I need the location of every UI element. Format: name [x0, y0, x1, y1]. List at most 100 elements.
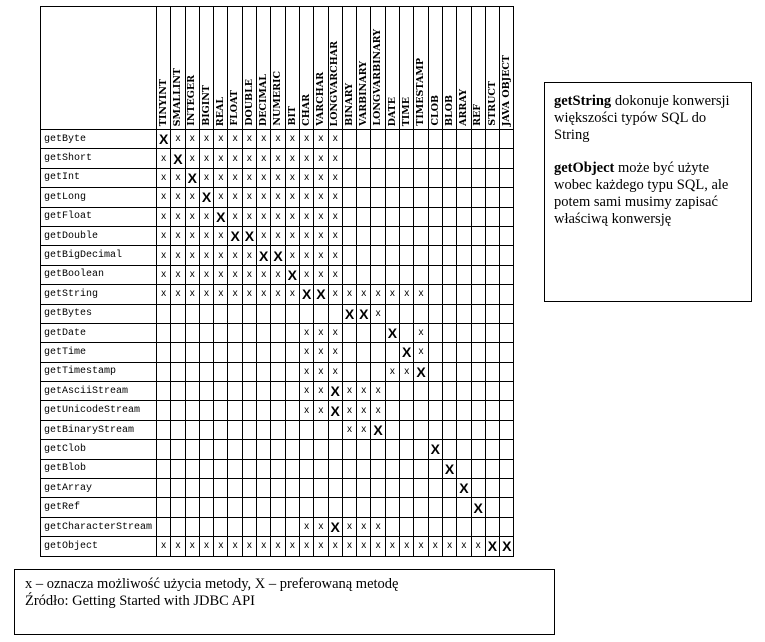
supported-mark-cell: x: [313, 187, 329, 208]
supported-mark-cell: x: [413, 536, 429, 557]
empty-cell: [470, 148, 486, 169]
legend-box: x – oznacza możliwość użycia metody, X –…: [14, 569, 555, 635]
empty-cell: [370, 225, 386, 247]
source-line: Źródło: Getting Started with JDBC API: [25, 593, 255, 609]
empty-cell: [413, 439, 429, 460]
empty-cell: [427, 497, 443, 518]
sql-type-header: INTEGER: [184, 6, 200, 130]
empty-cell: [356, 148, 372, 169]
empty-cell: [170, 458, 186, 480]
empty-cell: [356, 497, 372, 518]
supported-mark-cell: x: [327, 245, 343, 266]
empty-cell: [170, 361, 186, 383]
supported-mark-cell: x: [198, 167, 215, 189]
method-name-cell: getTime: [40, 342, 157, 363]
supported-mark-cell: x: [298, 245, 315, 266]
supported-mark-cell: x: [213, 225, 229, 247]
sql-type-header: LONGVARCHAR: [327, 6, 343, 130]
empty-cell: [198, 322, 215, 344]
method-name-cell: getTimestamp: [40, 361, 157, 383]
empty-cell: [441, 303, 458, 324]
method-name-cell: getInt: [40, 167, 157, 189]
empty-cell: [384, 245, 401, 266]
empty-cell: [184, 381, 200, 402]
empty-cell: [499, 400, 515, 421]
empty-cell: [184, 303, 200, 324]
supported-mark-cell: x: [327, 361, 343, 383]
empty-cell: [184, 497, 200, 518]
info-paragraph-getobject: getObject może być użyte wobec każdego t…: [554, 160, 743, 228]
empty-cell: [484, 284, 501, 305]
sql-type-header: LONGVARBINARY: [370, 6, 386, 130]
empty-cell: [470, 128, 486, 150]
supported-mark-cell: x: [456, 536, 472, 557]
preferred-mark-cell: X: [413, 361, 429, 383]
empty-cell: [170, 478, 186, 499]
supported-mark-cell: x: [284, 225, 300, 247]
table-corner-cell: [40, 6, 157, 130]
empty-cell: [499, 206, 515, 227]
sql-type-label: VARCHAR: [315, 72, 327, 126]
method-name-cell: getBoolean: [40, 264, 157, 286]
empty-cell: [456, 225, 472, 247]
sql-type-label: TIMESTAMP: [415, 58, 427, 126]
supported-mark-cell: x: [213, 245, 229, 266]
supported-mark-cell: x: [384, 536, 401, 557]
empty-cell: [341, 264, 358, 286]
empty-cell: [384, 128, 401, 150]
supported-mark-cell: x: [441, 536, 458, 557]
empty-cell: [499, 225, 515, 247]
sql-type-header: VARBINARY: [356, 6, 372, 130]
empty-cell: [413, 497, 429, 518]
empty-cell: [256, 303, 272, 324]
empty-cell: [284, 458, 300, 480]
empty-cell: [356, 245, 372, 266]
supported-mark-cell: x: [298, 381, 315, 402]
supported-mark-cell: x: [241, 284, 258, 305]
supported-mark-cell: x: [327, 284, 343, 305]
empty-cell: [313, 478, 329, 499]
empty-cell: [298, 303, 315, 324]
empty-cell: [384, 400, 401, 421]
empty-cell: [499, 167, 515, 189]
empty-cell: [356, 478, 372, 499]
supported-mark-cell: x: [384, 361, 401, 383]
empty-cell: [470, 458, 486, 480]
empty-cell: [213, 419, 229, 441]
empty-cell: [427, 303, 443, 324]
supported-mark-cell: x: [270, 167, 286, 189]
empty-cell: [484, 342, 501, 363]
supported-mark-cell: x: [284, 128, 300, 150]
empty-cell: [170, 400, 186, 421]
supported-mark-cell: x: [198, 128, 215, 150]
empty-cell: [456, 303, 472, 324]
preferred-mark-cell: X: [441, 458, 458, 480]
supported-mark-cell: x: [270, 187, 286, 208]
empty-cell: [241, 381, 258, 402]
supported-mark-cell: x: [256, 284, 272, 305]
empty-cell: [227, 361, 243, 383]
supported-mark-cell: x: [241, 206, 258, 227]
supported-mark-cell: x: [298, 342, 315, 363]
empty-cell: [441, 497, 458, 518]
empty-cell: [270, 419, 286, 441]
empty-cell: [384, 458, 401, 480]
empty-cell: [413, 516, 429, 538]
supported-mark-cell: x: [170, 245, 186, 266]
empty-cell: [341, 128, 358, 150]
empty-cell: [370, 148, 386, 169]
supported-mark-cell: x: [198, 264, 215, 286]
empty-cell: [470, 206, 486, 227]
empty-cell: [184, 478, 200, 499]
empty-cell: [270, 342, 286, 363]
supported-mark-cell: x: [170, 167, 186, 189]
empty-cell: [427, 167, 443, 189]
supported-mark-cell: x: [327, 536, 343, 557]
empty-cell: [327, 303, 343, 324]
empty-cell: [470, 245, 486, 266]
sql-type-label: FLOAT: [229, 90, 241, 126]
empty-cell: [341, 245, 358, 266]
